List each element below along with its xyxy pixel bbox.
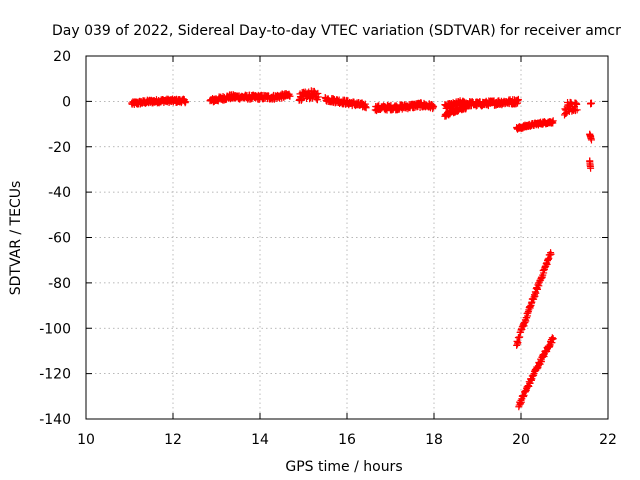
x-tick-label: 18 (425, 432, 443, 448)
x-tick-label: 16 (338, 432, 356, 448)
data-point (362, 104, 370, 112)
y-tick-label: -60 (48, 231, 71, 247)
y-tick-label: -80 (48, 276, 71, 292)
y-tick-label: -40 (48, 185, 71, 201)
data-points (128, 87, 595, 411)
data-point (573, 106, 581, 114)
y-axis-label: SDTVAR / TECUs (8, 181, 24, 296)
axis-ticks (85, 55, 609, 420)
x-axis-label: GPS time / hours (285, 459, 402, 475)
y-tick-label: -120 (39, 367, 71, 383)
y-tick-label: -140 (39, 412, 71, 428)
data-point (549, 117, 557, 125)
data-point (587, 164, 595, 172)
data-point (547, 250, 555, 258)
x-tick-label: 22 (599, 432, 617, 448)
x-tick-label: 12 (164, 432, 182, 448)
data-point (286, 92, 294, 100)
data-point (182, 98, 190, 106)
x-tick-labels: 10 12 14 16 18 20 22 (77, 432, 617, 448)
y-tick-label: -20 (48, 140, 71, 156)
x-tick-label: 14 (251, 432, 269, 448)
x-tick-label: 10 (77, 432, 95, 448)
data-point (587, 136, 595, 144)
x-tick-label: 20 (512, 432, 530, 448)
data-point (314, 93, 322, 101)
data-point (462, 104, 470, 112)
data-point (430, 102, 438, 110)
y-tick-label: 20 (53, 49, 71, 65)
data-point (298, 96, 306, 104)
y-tick-label: -100 (39, 321, 71, 337)
data-point (514, 95, 522, 103)
grid (86, 56, 608, 419)
y-tick-labels: 20 0 -20 -40 -60 -80 -100 -120 -140 (39, 49, 71, 428)
data-point (587, 99, 595, 107)
data-point (549, 335, 557, 343)
y-tick-label: 0 (62, 94, 71, 110)
chart-title: Day 039 of 2022, Sidereal Day-to-day VTE… (52, 23, 621, 39)
